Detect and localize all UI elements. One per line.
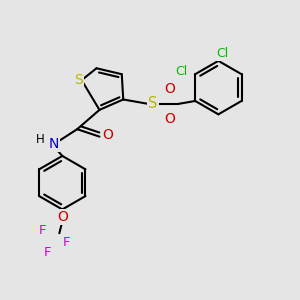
Text: Cl: Cl <box>176 65 188 78</box>
Text: H: H <box>36 133 44 146</box>
Text: N: N <box>48 137 59 151</box>
Text: F: F <box>39 224 47 237</box>
Text: F: F <box>44 246 51 259</box>
Text: O: O <box>164 112 175 126</box>
Text: S: S <box>74 73 83 87</box>
Text: O: O <box>57 210 68 224</box>
Text: Cl: Cl <box>217 47 229 60</box>
Text: O: O <box>164 82 175 96</box>
Text: S: S <box>148 96 158 111</box>
Text: O: O <box>102 128 113 142</box>
Text: F: F <box>63 236 70 249</box>
